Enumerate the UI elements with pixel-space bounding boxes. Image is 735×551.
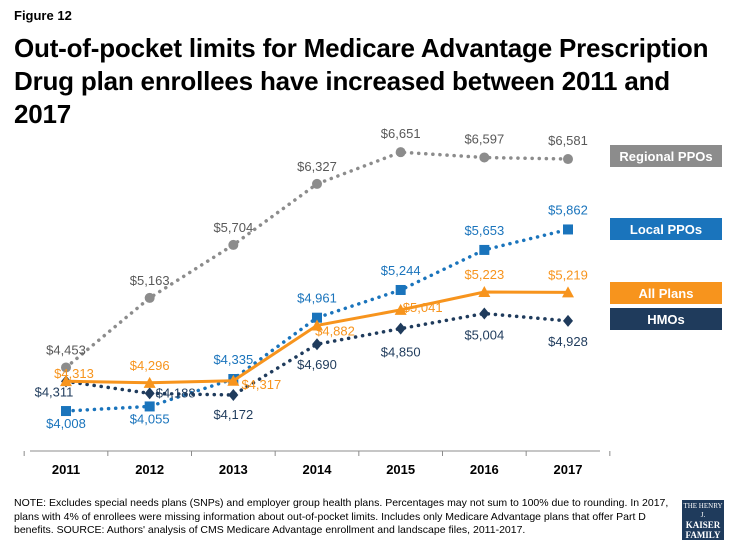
x-tick-label: 2014 [303,462,333,477]
logo-line3: FAMILY [685,530,721,540]
regional-ppos-data-label: $6,581 [548,133,588,148]
hmos-legend-label: HMOs [647,312,685,327]
local-ppos-marker [144,401,155,412]
local-ppos-marker [395,284,406,295]
hmos-data-label: $4,928 [548,334,588,349]
line-chart: 2011 2012 2013 2014 2015 2016 2017 $4,453 $5,163… [23,126,722,477]
regional-ppos-data-label: $6,597 [464,131,504,146]
all-plans-marker [60,375,72,387]
x-tick-label: 2011 [52,462,80,477]
all-plans-marker [478,286,491,298]
regional-ppos-marker [563,154,573,165]
all-plans-marker [227,374,240,386]
local-ppos-legend-box [610,218,722,240]
local-ppos-data-label: $4,961 [297,291,337,306]
hmos-data-label: $4,172 [213,407,253,422]
all-plans-legend-label: All Plans [639,286,694,301]
figure-label: Figure 12 [14,8,72,23]
regional-ppos-marker [312,178,322,189]
regional-ppos-marker [61,362,71,373]
regional-ppos-marker [228,239,239,250]
hmos-data-label: $4,311 [35,384,74,399]
hmos-legend-box [610,308,722,330]
hmos-marker [144,387,155,400]
x-tick-label: 2015 [386,462,415,477]
local-ppos-data-label: $4,008 [46,416,86,431]
hmos-data-label: $4,690 [297,357,337,372]
all-plans-data-label: $4,296 [130,358,170,373]
hmos-marker [312,338,322,351]
regional-ppos-data-label: $5,704 [213,220,253,235]
logo-line1: THE HENRY J. [683,502,723,519]
local-ppos-marker [312,312,322,323]
local-ppos-marker [563,224,573,235]
hmos-data-label: $4,188 [156,385,196,400]
all-plans-data-label: $5,223 [464,267,504,282]
all-plans-data-label: $4,317 [241,377,281,392]
hmos-data-label: $4,850 [381,345,421,360]
hmos-data-label: $5,004 [464,327,504,342]
local-ppos-data-label: $4,335 [213,352,253,367]
regional-ppos-data-label: $6,651 [381,126,421,141]
hmos-marker [479,307,490,320]
x-tick-label: 2013 [219,462,248,477]
all-plans-legend-box [610,282,722,304]
all-plans-data-label: $5,219 [548,267,588,282]
local-ppos-marker [61,406,71,417]
local-ppos-data-label: $5,862 [548,202,588,217]
all-plans-marker [311,319,323,331]
all-plans-marker [394,303,407,315]
regional-ppos-legend-box [610,145,722,167]
hmos-marker [228,388,239,401]
x-tick-label: 2016 [470,462,499,477]
hmos-marker [563,314,573,327]
regional-ppos-marker [479,152,490,163]
chart-title: Out-of-pocket limits for Medicare Advant… [14,33,709,129]
kff-logo: THE HENRY J. KAISER FAMILY FOUNDATION [682,500,727,548]
regional-ppos-data-label: $4,453 [46,342,86,357]
local-ppos-marker [479,244,490,255]
logo-line4: FOUNDATION [682,540,728,548]
logo-line2: KAISER [685,520,721,530]
all-plans-data-label: $4,882 [315,323,355,338]
local-ppos-legend-label: Local PPOs [630,222,702,237]
all-plans-marker [143,376,156,388]
regional-ppos-marker [395,147,406,158]
x-tick-label: 2012 [135,462,164,477]
regional-ppos-legend-label: Regional PPOs [619,149,712,164]
regional-ppos-marker [144,292,155,303]
x-tick-label: 2017 [554,462,583,477]
hmos-marker [395,322,406,335]
regional-ppos-data-label: $6,327 [297,159,337,174]
source-note: NOTE: Excludes special needs plans (SNPs… [14,497,669,536]
local-ppos-data-label: $5,244 [381,263,421,278]
all-plans-data-label: $5,041 [403,300,443,315]
local-ppos-data-label: $4,055 [130,411,170,426]
local-ppos-data-label: $5,653 [464,223,504,238]
regional-ppos-data-label: $5,163 [130,273,170,288]
all-plans-marker [562,286,574,298]
all-plans-data-label: $4,313 [54,366,94,381]
